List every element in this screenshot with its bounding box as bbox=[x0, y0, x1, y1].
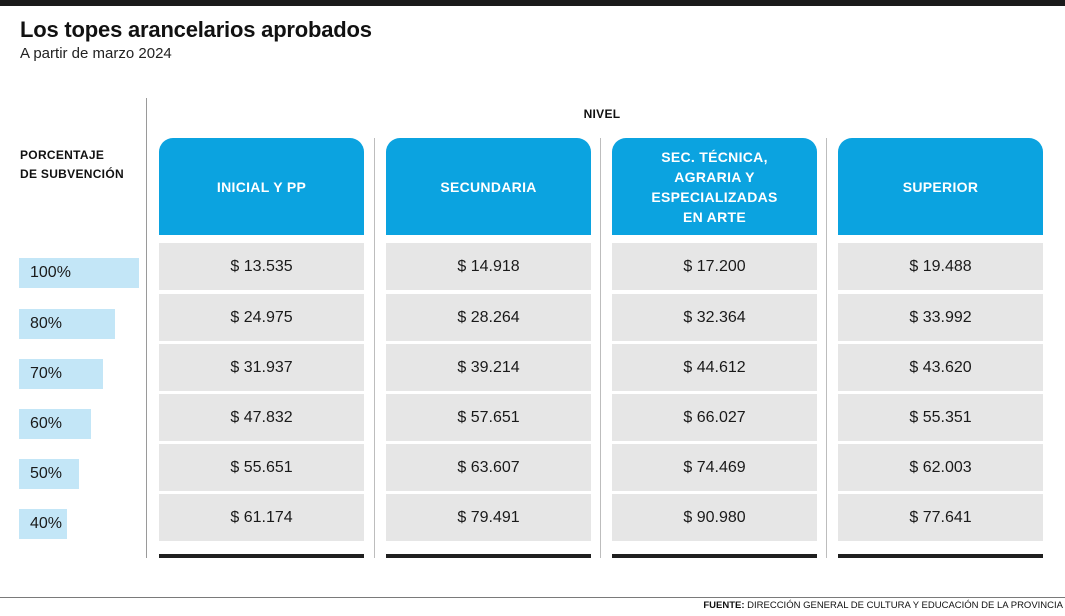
table-cell: $ 33.992 bbox=[838, 294, 1043, 341]
column-bottom-rule bbox=[612, 554, 817, 558]
top-rule bbox=[0, 0, 1065, 6]
source-note: FUENTE: DIRECCIÓN GENERAL DE CULTURA Y E… bbox=[703, 600, 1063, 611]
table-cell: $ 62.003 bbox=[838, 444, 1043, 491]
column-header: SUPERIOR bbox=[838, 138, 1043, 235]
table-cell: $ 90.980 bbox=[612, 494, 817, 541]
column-header: SECUNDARIA bbox=[386, 138, 591, 235]
table-cell: $ 44.612 bbox=[612, 344, 817, 391]
table-cell: $ 43.620 bbox=[838, 344, 1043, 391]
subsidy-percent-bar: 50% bbox=[19, 459, 79, 489]
table-cell: $ 55.351 bbox=[838, 394, 1043, 441]
column-header-label: SEC. TÉCNICA, AGRARIA Y ESPECIALIZADAS E… bbox=[651, 148, 778, 225]
column-separator bbox=[826, 138, 827, 558]
chart-title: Los topes arancelarios aprobados bbox=[20, 17, 372, 42]
subsidy-percent-bar: 100% bbox=[19, 258, 139, 288]
table-cell: $ 55.651 bbox=[159, 444, 364, 491]
table-cell: $ 66.027 bbox=[612, 394, 817, 441]
column-header: INICIAL Y PP bbox=[159, 138, 364, 235]
table-cell: $ 79.491 bbox=[386, 494, 591, 541]
table-cell: $ 57.651 bbox=[386, 394, 591, 441]
table-cell: $ 24.975 bbox=[159, 294, 364, 341]
column-header-label: SECUNDARIA bbox=[440, 178, 537, 195]
table-cell: $ 32.364 bbox=[612, 294, 817, 341]
source-text: DIRECCIÓN GENERAL DE CULTURA Y EDUCACIÓN… bbox=[747, 600, 1063, 611]
column-header-label: INICIAL Y PP bbox=[216, 178, 307, 195]
column-separator bbox=[600, 138, 601, 558]
subsidy-percent-bar: 60% bbox=[19, 409, 91, 439]
source-label: FUENTE: bbox=[703, 600, 745, 611]
row-header-divider bbox=[146, 98, 147, 558]
table-cell: $ 63.607 bbox=[386, 444, 591, 491]
column-header: SEC. TÉCNICA, AGRARIA Y ESPECIALIZADAS E… bbox=[612, 138, 817, 235]
level-column: INICIAL Y PP $ 13.535 $ 24.975 $ 31.937 $ 47… bbox=[159, 138, 364, 558]
table-cell: $ 39.214 bbox=[386, 344, 591, 391]
column-separator bbox=[374, 138, 375, 558]
footer-rule bbox=[0, 597, 1065, 598]
table-cell: $ 31.937 bbox=[159, 344, 364, 391]
column-header-label: SUPERIOR bbox=[902, 178, 979, 195]
table-cell: $ 74.469 bbox=[612, 444, 817, 491]
level-column: SUPERIOR $ 19.488 $ 33.992 $ 43.620 $ 55.351… bbox=[838, 138, 1043, 558]
table-cell: $ 61.174 bbox=[159, 494, 364, 541]
table-cell: $ 19.488 bbox=[838, 243, 1043, 290]
level-column: SEC. TÉCNICA, AGRARIA Y ESPECIALIZADAS E… bbox=[612, 138, 817, 558]
row-header-text: PORCENTAJE DE SUBVENCIÓN bbox=[20, 148, 124, 181]
table-cell: $ 14.918 bbox=[386, 243, 591, 290]
table-cell: $ 77.641 bbox=[838, 494, 1043, 541]
column-bottom-rule bbox=[159, 554, 364, 558]
table-cell: $ 13.535 bbox=[159, 243, 364, 290]
subsidy-percent-bar: 80% bbox=[19, 309, 115, 339]
subsidy-percent-bar: 70% bbox=[19, 359, 103, 389]
level-column: SECUNDARIA $ 14.918 $ 28.264 $ 39.214 $ 57.6… bbox=[386, 138, 591, 558]
column-bottom-rule bbox=[386, 554, 591, 558]
row-header-label: PORCENTAJE DE SUBVENCIÓN bbox=[20, 146, 124, 184]
nivel-label: NIVEL bbox=[583, 107, 621, 121]
subsidy-percent-bar: 40% bbox=[19, 509, 67, 539]
table-cell: $ 47.832 bbox=[159, 394, 364, 441]
column-bottom-rule bbox=[838, 554, 1043, 558]
table-cell: $ 28.264 bbox=[386, 294, 591, 341]
chart-subtitle: A partir de marzo 2024 bbox=[20, 45, 172, 62]
table-cell: $ 17.200 bbox=[612, 243, 817, 290]
